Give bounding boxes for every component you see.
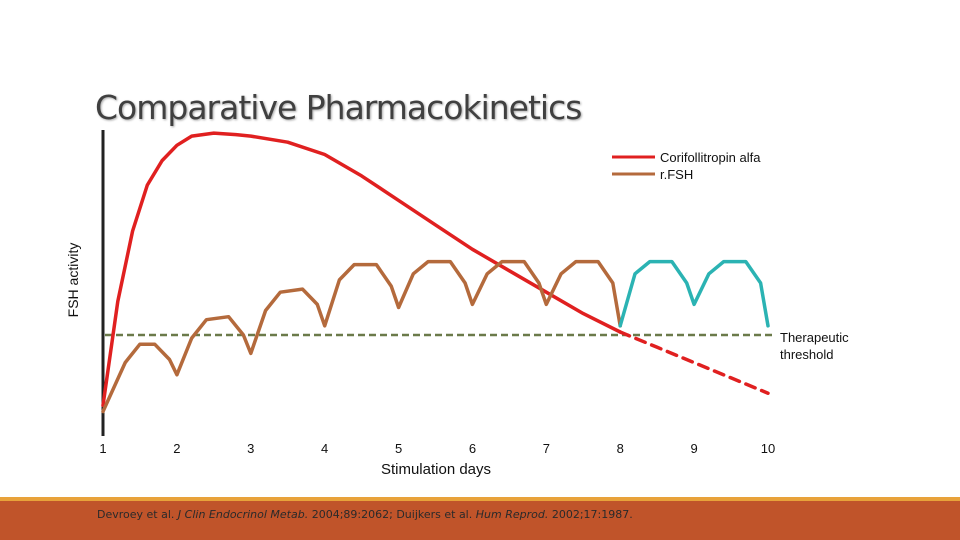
x-tick-label-10: 10 xyxy=(761,441,775,456)
series-line-1 xyxy=(618,330,770,395)
legend: Corifollitropin alfa r.FSH xyxy=(612,150,761,182)
slide-title: Comparative Pharmacokinetics xyxy=(95,88,582,127)
footer-band xyxy=(0,497,960,540)
series-layer xyxy=(101,131,770,414)
x-tick-label-6: 6 xyxy=(469,441,476,456)
threshold-label-line1: Therapeutic xyxy=(780,330,849,345)
x-tick-label-8: 8 xyxy=(617,441,624,456)
x-axis-label: Stimulation days xyxy=(381,461,491,478)
legend-label-corifollitropin: Corifollitropin alfa xyxy=(660,150,761,165)
citation-journal-2: Hum Reprod. xyxy=(475,508,549,521)
x-tick-labels: 1 2 3 4 5 6 7 8 9 10 xyxy=(99,441,775,456)
series-line-3 xyxy=(618,259,770,328)
citation-text-3: 2002;17:1987. xyxy=(548,508,633,521)
citation-text-2: 2004;89:2062; Duijkers et al. xyxy=(308,508,476,521)
legend-label-rfsh: r.FSH xyxy=(660,167,693,182)
x-tick-label-9: 9 xyxy=(690,441,697,456)
citation: Devroey et al. J Clin Endocrinol Metab. … xyxy=(97,508,633,521)
x-tick-label-4: 4 xyxy=(321,441,328,456)
x-tick-label-1: 1 xyxy=(99,441,106,456)
citation-text-1: Devroey et al. xyxy=(97,508,178,521)
x-tick-label-5: 5 xyxy=(395,441,402,456)
y-axis-label: FSH activity xyxy=(65,243,81,318)
series-line-2 xyxy=(101,259,622,414)
x-tick-label-3: 3 xyxy=(247,441,254,456)
x-tick-label-2: 2 xyxy=(173,441,180,456)
citation-journal-1: J Clin Endocrinol Metab. xyxy=(177,508,309,521)
series-line-0 xyxy=(101,131,622,408)
x-tick-label-7: 7 xyxy=(543,441,550,456)
threshold-label-line2: threshold xyxy=(780,347,833,362)
